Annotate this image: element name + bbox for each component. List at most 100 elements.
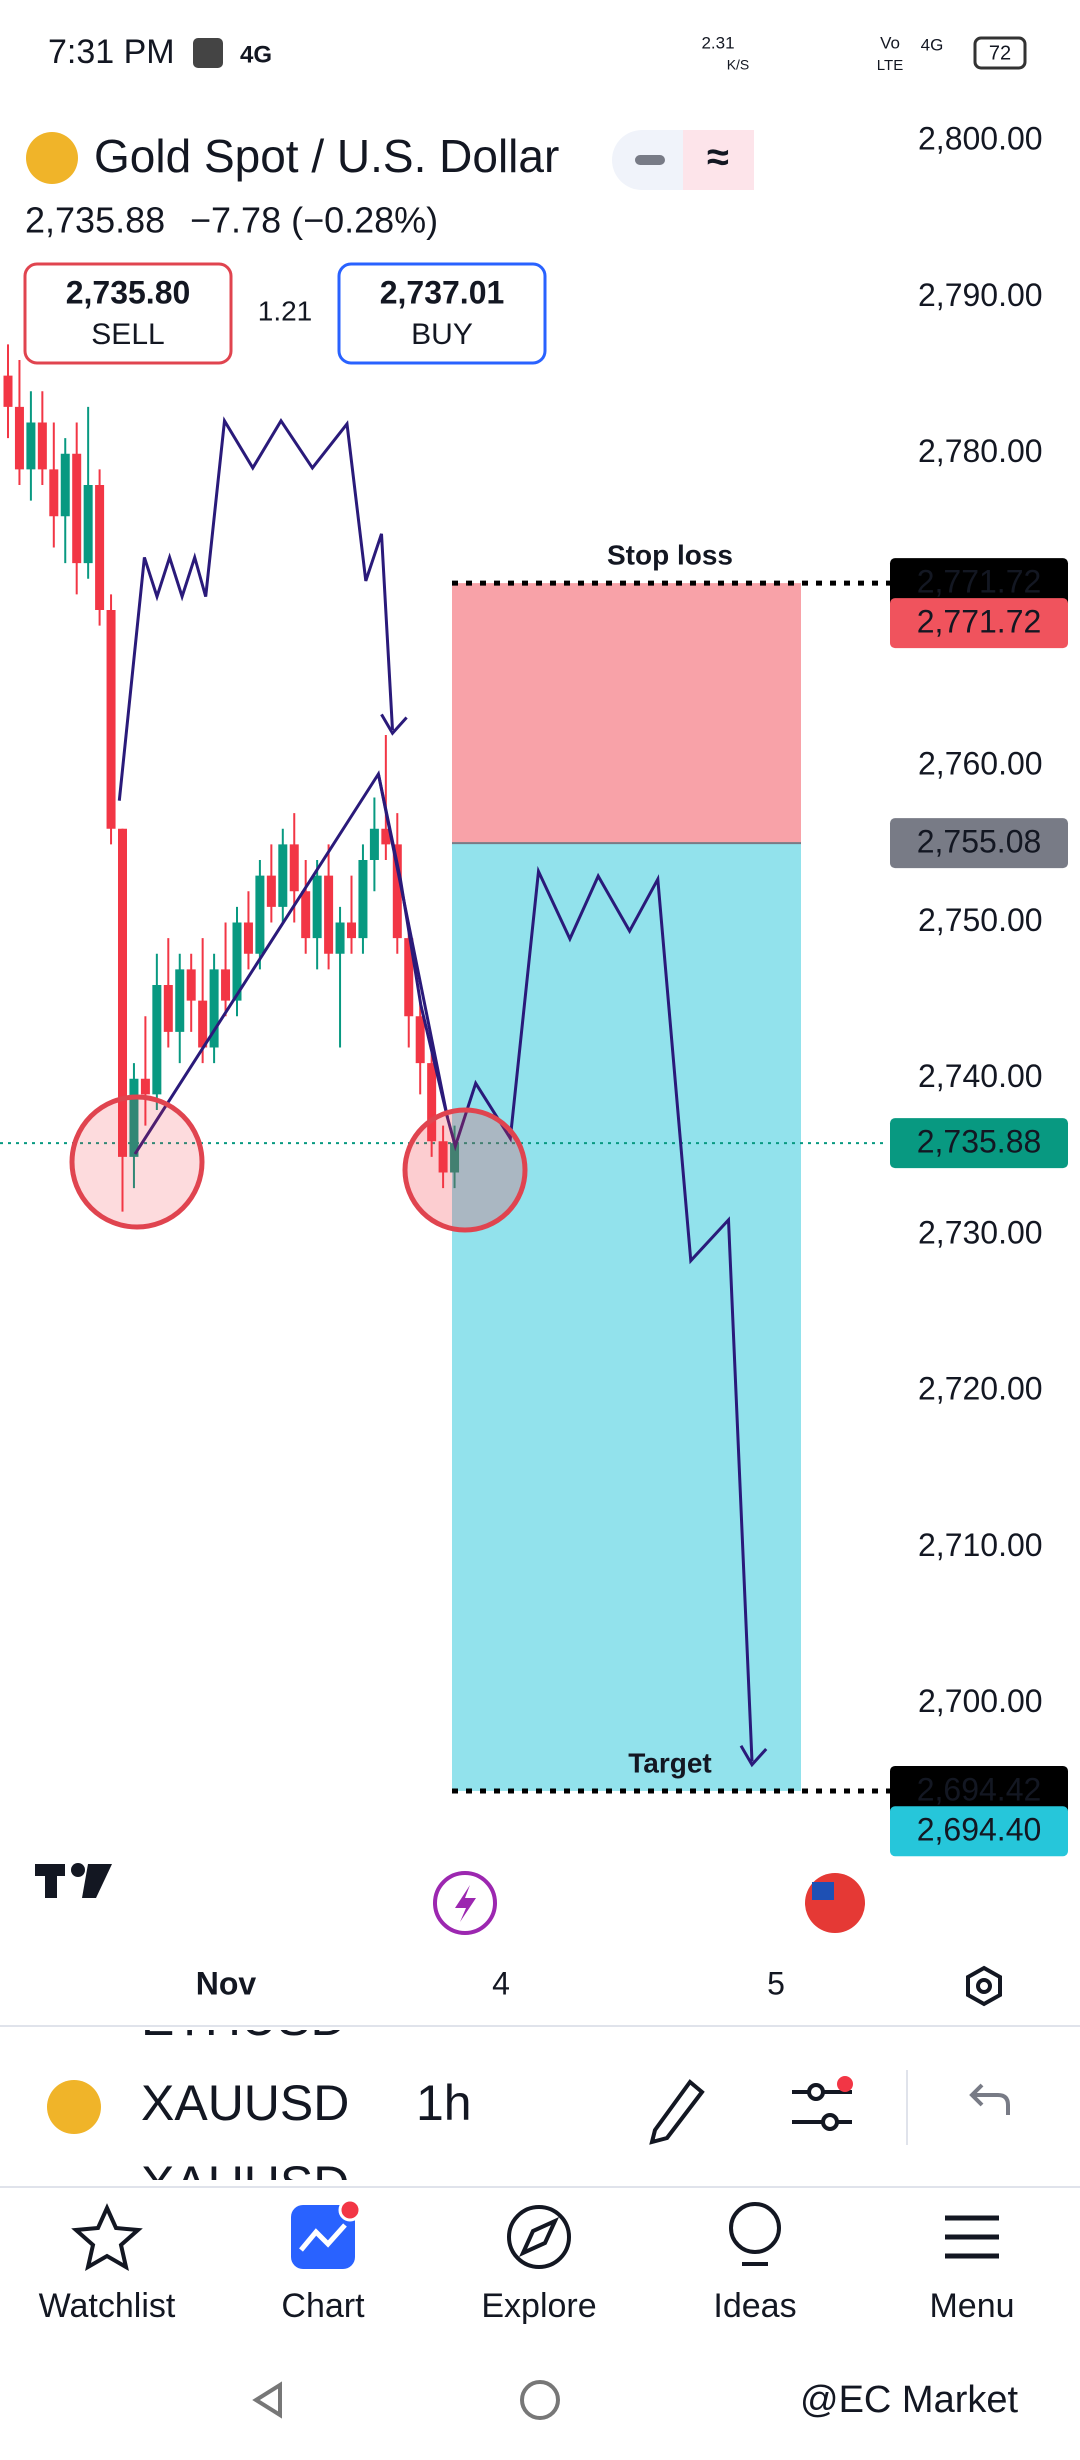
marker-circle xyxy=(69,1094,205,1230)
candle-body xyxy=(26,422,36,470)
annotation: Target xyxy=(628,1747,712,1778)
symbol-title: Gold Spot / U.S. Dollar xyxy=(94,130,559,182)
chart-icon-line xyxy=(299,2223,347,2252)
symbol[interactable]: XAUUSD xyxy=(141,2075,349,2131)
y-tick-label: 2,760.00 xyxy=(918,746,1043,782)
candle-body xyxy=(72,453,82,564)
price-label-box xyxy=(890,1118,1068,1169)
price-label-box xyxy=(890,818,1068,869)
time-axis: Nov 4 5 xyxy=(196,1965,785,2001)
sketch-line xyxy=(376,773,449,1119)
nav-label[interactable]: Watchlist xyxy=(39,2287,176,2325)
candle-body xyxy=(392,844,402,939)
target-zone xyxy=(452,843,801,1791)
nav-label[interactable]: Chart xyxy=(281,2287,365,2325)
price-label: 2,771.72 xyxy=(917,564,1042,600)
speed: 2.31 xyxy=(701,33,734,52)
volte: Vo xyxy=(880,33,900,52)
candle-body xyxy=(163,985,173,1032)
sell-label: SELL xyxy=(91,318,164,351)
candle-body xyxy=(312,875,322,939)
candle-body xyxy=(232,922,242,1001)
candle-body xyxy=(301,891,311,939)
watermark: @EC Market xyxy=(800,2379,1018,2421)
price-label: 2,771.72 xyxy=(917,604,1042,640)
candle-body xyxy=(289,844,299,892)
undo-icon[interactable] xyxy=(969,2083,1010,2115)
candle-body xyxy=(37,422,47,470)
candle-body xyxy=(209,969,219,1048)
plot-area xyxy=(0,344,888,1791)
settings-icon xyxy=(976,1978,992,1994)
price-label-box xyxy=(890,1806,1068,1857)
ideas-icon[interactable] xyxy=(729,2202,781,2254)
price-label-box xyxy=(890,1765,1068,1816)
candle-body xyxy=(60,453,70,517)
home-button[interactable] xyxy=(520,2380,560,2420)
candle-body xyxy=(83,485,93,564)
symbol-icon xyxy=(47,2080,101,2134)
candle-body xyxy=(129,1078,139,1157)
y-tick-label: 2,780.00 xyxy=(918,433,1043,469)
candle-body xyxy=(198,1000,208,1048)
buy-button[interactable] xyxy=(337,262,547,365)
y-tick-label: 2,700.00 xyxy=(918,1683,1043,1719)
candle-body xyxy=(347,922,356,939)
draw-icon[interactable] xyxy=(649,2079,705,2145)
picker-below: XAUUSD xyxy=(141,2156,349,2212)
candle-body xyxy=(450,1143,460,1173)
interval[interactable]: 1h xyxy=(416,2075,472,2131)
candle-body xyxy=(152,985,162,1095)
y-tick-label: 2,750.00 xyxy=(918,902,1043,938)
toggle-icon xyxy=(635,155,665,165)
settings-icon[interactable] xyxy=(966,1965,1002,2007)
arrowhead xyxy=(380,713,408,736)
marker-circle xyxy=(402,1107,528,1233)
chart: 2,700.00 2,710.00 2,720.00 2,730.00 2,740.00… xyxy=(0,121,1068,1857)
candle-body xyxy=(404,938,414,1017)
back-button[interactable] xyxy=(252,2381,282,2419)
candle-body xyxy=(427,1063,437,1142)
bottom-nav: Watchlist Chart Explore Ideas Menu xyxy=(39,2198,1015,2325)
candle-body xyxy=(278,844,288,907)
candle-body xyxy=(415,1016,425,1064)
sell-button[interactable] xyxy=(23,262,233,365)
candle-body xyxy=(3,375,13,407)
candle-body xyxy=(266,875,276,907)
y-tick-label: 2,720.00 xyxy=(918,1371,1043,1407)
candle-body xyxy=(106,610,116,829)
lightning xyxy=(455,1885,476,1922)
candle-body xyxy=(438,1141,448,1173)
nav-label[interactable]: Explore xyxy=(481,2287,596,2325)
candle-body xyxy=(381,828,391,845)
annotation: Stop loss xyxy=(607,540,733,571)
candle-body xyxy=(118,828,127,1157)
sell-price: 2,735.80 xyxy=(66,274,191,310)
explore-icon[interactable] xyxy=(507,2205,571,2269)
indicators-icon[interactable] xyxy=(792,2083,852,2131)
nav-label[interactable]: Ideas xyxy=(713,2287,796,2325)
symbol-icon xyxy=(26,132,78,184)
sketch-line xyxy=(117,416,394,801)
arrowhead xyxy=(739,1745,768,1768)
nav-label[interactable]: Menu xyxy=(929,2287,1014,2325)
toggle-active[interactable] xyxy=(683,130,754,190)
y-tick-label: 2,730.00 xyxy=(918,1214,1043,1250)
menu-icon[interactable] xyxy=(945,2215,999,2259)
app-icon xyxy=(193,38,223,68)
signal-label: 4G xyxy=(921,35,944,54)
price-label-box xyxy=(890,598,1068,649)
watchlist-icon[interactable] xyxy=(71,2203,143,2272)
time-label: 4 xyxy=(492,1965,510,2001)
tradingview-logo xyxy=(35,1863,112,1898)
toggle-icon: ≈ xyxy=(707,136,729,180)
candle-body xyxy=(14,406,24,470)
candle-body xyxy=(175,969,185,1032)
price-label-box xyxy=(890,558,1068,609)
candle-body xyxy=(140,1078,150,1095)
speed-unit: K/S xyxy=(727,57,750,73)
badge xyxy=(338,2198,362,2222)
y-tick-label: 2,710.00 xyxy=(918,1527,1043,1563)
flag-canton xyxy=(812,1882,834,1900)
